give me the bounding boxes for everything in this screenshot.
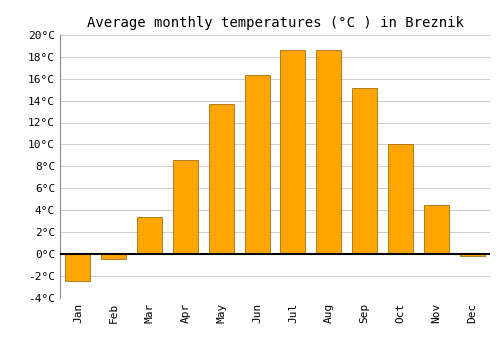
Bar bbox=[388, 144, 413, 254]
Bar bbox=[137, 217, 162, 254]
Bar bbox=[424, 204, 449, 254]
Bar bbox=[280, 50, 305, 254]
Bar bbox=[352, 88, 377, 254]
Title: Average monthly temperatures (°C ) in Breznik: Average monthly temperatures (°C ) in Br… bbox=[86, 16, 464, 30]
Bar bbox=[101, 254, 126, 259]
Bar bbox=[460, 254, 484, 256]
Bar bbox=[66, 254, 90, 281]
Bar bbox=[208, 104, 234, 254]
Bar bbox=[244, 76, 270, 254]
Bar bbox=[173, 160, 198, 254]
Bar bbox=[316, 50, 342, 254]
